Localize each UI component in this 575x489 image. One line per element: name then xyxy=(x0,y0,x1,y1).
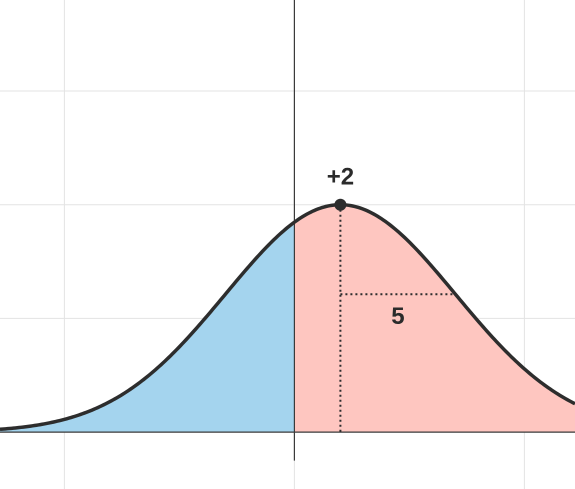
peak-label: +2 xyxy=(327,164,354,191)
peak-point xyxy=(334,198,347,211)
area-right-of-axis xyxy=(294,204,575,433)
area-left-of-axis xyxy=(0,222,295,433)
width-label: 5 xyxy=(391,303,404,330)
density-curve xyxy=(0,202,575,432)
